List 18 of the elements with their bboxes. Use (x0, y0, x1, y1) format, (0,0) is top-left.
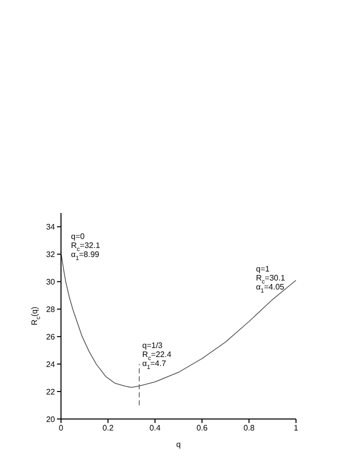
y-tick-label: 30 (46, 278, 56, 287)
y-tick-label: 28 (46, 304, 56, 314)
x-tick-label: 0 (58, 424, 64, 433)
x-tick-label: 0.8 (243, 424, 256, 433)
y-tick-label: 22 (46, 387, 56, 396)
x-axis-title: q (176, 440, 181, 449)
annotation: q=1 R$_{c}$=30.1 α$_{1}$=4.05 (256, 264, 286, 294)
annotation: q=0 R$_{c}$=32.1 α$_{1}$=8.99 (71, 232, 101, 262)
y-tick-label: 34 (46, 222, 56, 232)
annotation: q=1/3 R$_{c}$=22.4 α$_{1}$=4.7 (142, 341, 172, 372)
x-tick-label: 0.2 (102, 424, 114, 433)
y-tick-label: 20 (46, 414, 56, 424)
x-tick-label: 0.6 (196, 424, 208, 433)
y-tick-label: 32 (46, 250, 56, 260)
y-tick-label: 24 (46, 360, 56, 369)
x-tick-label: 1 (294, 424, 299, 433)
y-tick-label: 26 (46, 332, 56, 342)
x-tick-label: 0.4 (149, 424, 162, 433)
